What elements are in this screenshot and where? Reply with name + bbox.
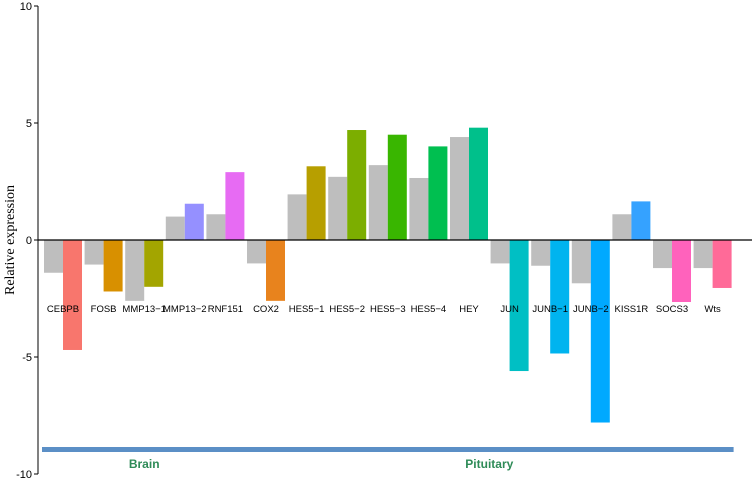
category-label: FOSB bbox=[91, 304, 117, 315]
bar-treatment-6 bbox=[306, 166, 326, 240]
bar-control-6 bbox=[287, 194, 307, 240]
bar-treatment-10 bbox=[469, 127, 488, 240]
y-tick-label: -10 bbox=[16, 469, 32, 480]
bar-control-8 bbox=[368, 165, 388, 240]
bar-control-16 bbox=[693, 240, 713, 269]
bar-control-14 bbox=[612, 214, 632, 240]
bar-treatment-11 bbox=[509, 240, 529, 372]
category-label: JUNB−1 bbox=[532, 304, 568, 315]
category-label: SOCS3 bbox=[656, 304, 688, 315]
category-label: HEY bbox=[459, 304, 479, 315]
group-bracket-pituitary bbox=[245, 447, 734, 452]
bar-control-0 bbox=[44, 240, 63, 273]
bar-treatment-2 bbox=[144, 240, 164, 287]
bar-treatment-9 bbox=[428, 146, 448, 240]
bar-treatment-8 bbox=[387, 134, 407, 240]
bar-control-9 bbox=[409, 177, 429, 240]
category-label: HES5−3 bbox=[370, 304, 406, 315]
category-label: JUNB−2 bbox=[573, 304, 609, 315]
group-bracket-brain bbox=[42, 447, 247, 452]
bar-treatment-13 bbox=[590, 240, 610, 423]
y-tick-label: -5 bbox=[22, 352, 32, 364]
group-label-pituitary: Pituitary bbox=[465, 457, 513, 471]
y-axis-label: Relative expression bbox=[3, 185, 18, 295]
bar-control-4 bbox=[206, 214, 226, 240]
category-label: HES5−2 bbox=[329, 304, 365, 315]
bar-control-15 bbox=[653, 240, 672, 269]
y-tick-label: 0 bbox=[26, 235, 32, 247]
category-label: HES5−1 bbox=[289, 304, 325, 315]
bar-control-13 bbox=[571, 240, 591, 284]
bar-treatment-15 bbox=[672, 240, 691, 303]
category-label: MMP13−2 bbox=[163, 304, 207, 315]
bar-control-2 bbox=[125, 240, 145, 301]
y-tick-label: 10 bbox=[20, 1, 32, 13]
bar-treatment-1 bbox=[103, 240, 123, 292]
bar-control-11 bbox=[490, 240, 510, 264]
category-label: KISS1R bbox=[615, 304, 649, 315]
bar-treatment-16 bbox=[712, 240, 732, 288]
bar-control-10 bbox=[450, 137, 469, 240]
category-label: RNF151 bbox=[208, 304, 243, 315]
category-label: CEBPB bbox=[47, 304, 79, 315]
bar-control-7 bbox=[328, 176, 348, 240]
bar-treatment-12 bbox=[550, 240, 570, 354]
group-label-brain: Brain bbox=[129, 457, 160, 471]
bar-control-5 bbox=[247, 240, 266, 264]
bar-control-3 bbox=[165, 216, 185, 240]
bar-treatment-0 bbox=[63, 240, 82, 350]
category-label: HES5−4 bbox=[411, 304, 447, 315]
category-label: COX2 bbox=[253, 304, 279, 315]
y-tick-label: 5 bbox=[26, 118, 32, 130]
bar-treatment-5 bbox=[266, 240, 285, 301]
bar-treatment-4 bbox=[225, 172, 245, 240]
category-label: MMP13−1 bbox=[122, 304, 166, 315]
bar-treatment-7 bbox=[347, 130, 367, 240]
category-label: JUN bbox=[500, 304, 519, 315]
bar-control-12 bbox=[531, 240, 551, 266]
bar-control-1 bbox=[84, 240, 104, 265]
bar-treatment-3 bbox=[184, 203, 204, 240]
bar-treatment-14 bbox=[631, 201, 651, 240]
category-label: Wts bbox=[704, 304, 721, 315]
